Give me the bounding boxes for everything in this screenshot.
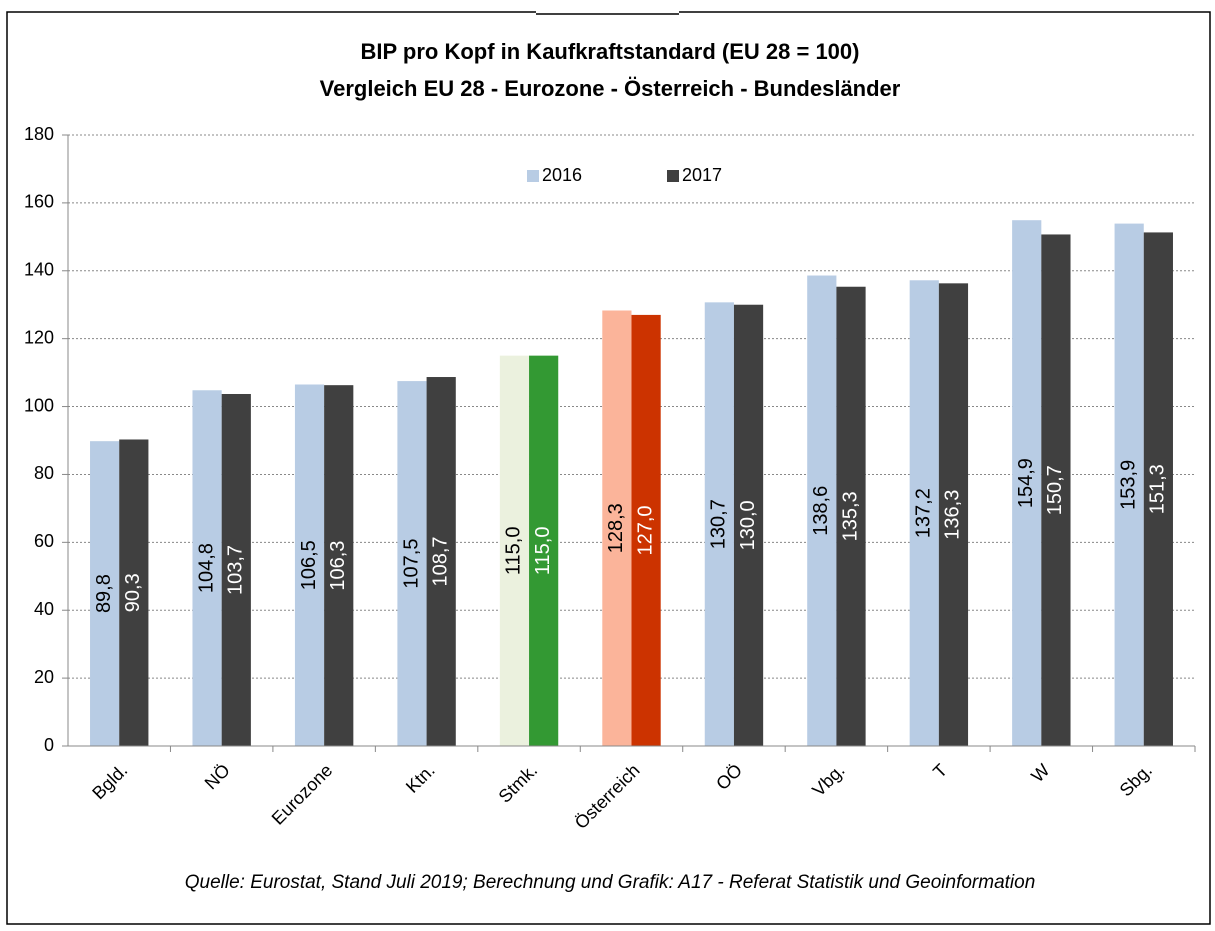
value-label: 150,7 xyxy=(1044,465,1066,515)
bar xyxy=(192,390,222,746)
bar xyxy=(733,304,764,746)
bar xyxy=(602,310,632,746)
y-tick-label: 160 xyxy=(24,192,54,212)
y-tick-label: 40 xyxy=(34,599,54,619)
bar xyxy=(631,314,661,746)
bar xyxy=(324,385,354,746)
legend-swatch xyxy=(667,170,679,182)
y-tick-label: 140 xyxy=(24,260,54,280)
value-label: 115,0 xyxy=(503,527,525,576)
y-tick-label: 20 xyxy=(34,667,54,687)
value-label: 153,9 xyxy=(1117,460,1139,510)
y-tick-label: 180 xyxy=(24,124,54,144)
value-label: 103,7 xyxy=(225,545,247,595)
y-tick-label: 60 xyxy=(34,531,54,551)
value-label: 135,3 xyxy=(839,491,861,541)
y-tick-label: 100 xyxy=(24,395,54,415)
bar xyxy=(90,441,120,746)
bar xyxy=(499,355,530,746)
bar xyxy=(426,377,456,746)
bar xyxy=(1041,234,1071,747)
bar xyxy=(807,275,837,746)
bar xyxy=(1012,220,1042,746)
chart-subtitle: Vergleich EU 28 - Eurozone - Österreich … xyxy=(320,76,901,101)
value-label: 104,8 xyxy=(195,543,217,593)
bar xyxy=(529,355,559,746)
value-label: 154,9 xyxy=(1015,458,1037,508)
bar xyxy=(836,286,866,746)
value-label: 128,3 xyxy=(605,503,627,553)
legend-label: 2017 xyxy=(682,165,722,185)
legend-label: 2016 xyxy=(542,165,582,185)
bar xyxy=(704,302,734,746)
bar xyxy=(119,439,149,746)
value-label: 130,0 xyxy=(737,500,759,550)
value-label: 138,6 xyxy=(810,486,832,536)
tab xyxy=(536,0,679,14)
y-tick-label: 80 xyxy=(34,463,54,483)
value-label: 127,0 xyxy=(634,505,656,555)
bar xyxy=(397,381,427,746)
value-label: 89,8 xyxy=(93,574,115,613)
y-tick-label: 120 xyxy=(24,327,54,347)
value-label: 90,3 xyxy=(122,573,144,612)
bar xyxy=(221,393,251,746)
value-label: 136,3 xyxy=(942,490,964,540)
value-label: 106,5 xyxy=(298,540,320,590)
bar xyxy=(909,280,939,746)
bar xyxy=(938,283,969,746)
value-label: 130,7 xyxy=(708,499,730,549)
value-label: 106,3 xyxy=(327,541,349,591)
legend-swatch xyxy=(527,170,539,182)
value-label: 115,0 xyxy=(532,527,554,576)
value-label: 151,3 xyxy=(1147,464,1169,514)
y-tick-label: 0 xyxy=(44,735,54,755)
value-label: 107,5 xyxy=(400,539,422,589)
source-note: Quelle: Eurostat, Stand Juli 2019; Berec… xyxy=(185,872,1036,893)
bar xyxy=(1143,232,1173,747)
chart-title: BIP pro Kopf in Kaufkraftstandard (EU 28… xyxy=(361,39,860,64)
bar xyxy=(1114,223,1144,747)
bar xyxy=(294,384,325,746)
value-label: 137,2 xyxy=(913,488,935,538)
value-label: 108,7 xyxy=(429,536,451,586)
